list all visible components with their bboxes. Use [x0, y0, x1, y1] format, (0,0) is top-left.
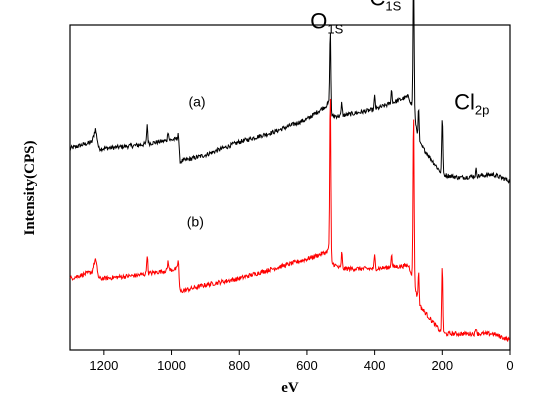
peak-annotation: C1S	[370, 0, 402, 14]
annotations: (a) (b) O1S C1S Cl2p	[187, 0, 490, 230]
plot-frame	[69, 24, 511, 351]
x-axis-ticks: 1200 1000 800 600 400 200 0	[89, 350, 514, 373]
x-tick-label: 400	[364, 358, 386, 373]
series-line-b	[69, 98, 510, 342]
x-tick-label: 1000	[157, 358, 186, 373]
spectra	[69, 0, 511, 342]
series-line-a	[69, 0, 511, 184]
curve-label: (b)	[187, 214, 204, 230]
peak-annotation: Cl2p	[454, 90, 489, 118]
peak-annotation: O1S	[310, 8, 343, 36]
x-tick-label: 1200	[89, 358, 118, 373]
x-tick-label: 800	[228, 358, 250, 373]
x-tick-label: 200	[431, 358, 453, 373]
y-axis-title: Intensity(CPS)	[22, 140, 38, 235]
curve-label: (a)	[188, 93, 205, 109]
x-axis-title: eV	[281, 380, 299, 396]
x-tick-label: 0	[506, 358, 513, 373]
x-tick-label: 600	[296, 358, 318, 373]
